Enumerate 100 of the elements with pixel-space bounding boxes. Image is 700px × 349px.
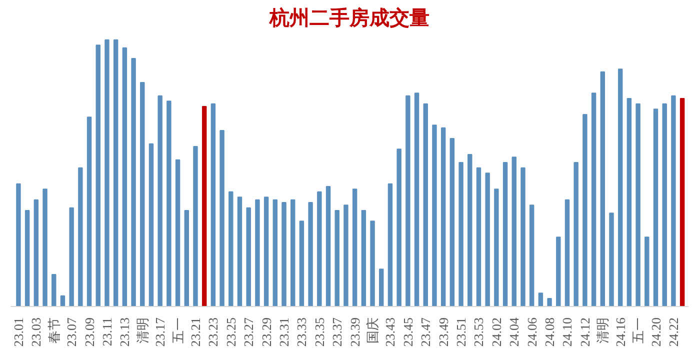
bar xyxy=(272,199,278,306)
bar xyxy=(680,98,685,306)
bar xyxy=(166,100,172,306)
x-tick-label: 24.02 xyxy=(488,318,504,347)
x-tick-label: 23.45 xyxy=(400,318,416,347)
bar xyxy=(396,148,402,306)
x-tick-label: 23.37 xyxy=(330,317,345,347)
x-tick-label: 国庆 xyxy=(365,318,380,344)
bar xyxy=(210,103,216,306)
x-tick-label: 23.53 xyxy=(471,318,486,347)
bar xyxy=(476,167,482,306)
x-tick-label: 23.33 xyxy=(294,318,310,347)
bar xyxy=(52,274,56,306)
x-tick-label: 24.08 xyxy=(542,318,558,347)
bar xyxy=(379,268,384,306)
bar xyxy=(494,188,499,306)
x-tick-label: 五一 xyxy=(630,318,646,344)
x-tick-label: 23.39 xyxy=(347,318,362,347)
x-tick-label: 春节 xyxy=(46,318,62,344)
bar xyxy=(122,47,128,306)
bar xyxy=(78,167,83,306)
bar xyxy=(600,71,605,306)
x-tick-label: 23.23 xyxy=(206,318,221,347)
bar xyxy=(264,196,269,306)
bar xyxy=(193,146,198,306)
bar xyxy=(529,204,534,306)
bar xyxy=(184,210,189,306)
x-tick-label: 24.22 xyxy=(666,318,681,347)
bar xyxy=(255,199,260,306)
bar xyxy=(246,207,251,306)
bar xyxy=(618,68,623,306)
bar xyxy=(564,199,570,306)
chart-title: 杭州二手房成交量 xyxy=(268,6,430,30)
x-tick-label: 24.10 xyxy=(560,318,575,347)
bar xyxy=(574,162,578,306)
bar xyxy=(42,188,48,306)
x-tick-label: 23.01 xyxy=(10,318,26,347)
bar xyxy=(644,236,650,306)
bar xyxy=(458,162,464,306)
bar xyxy=(502,162,508,306)
bar xyxy=(326,186,331,306)
x-tick-label: 23.35 xyxy=(312,318,327,347)
bar xyxy=(86,116,92,306)
bar xyxy=(334,210,340,306)
bar xyxy=(414,92,420,306)
bar xyxy=(582,114,588,306)
bar xyxy=(626,98,632,306)
x-tick-label: 清明 xyxy=(595,318,610,344)
bar xyxy=(24,210,30,306)
bar xyxy=(423,103,428,306)
x-tick-label: 23.11 xyxy=(99,317,114,346)
bar xyxy=(520,167,526,306)
bar xyxy=(653,108,658,306)
bar xyxy=(317,191,322,306)
bar xyxy=(450,138,455,306)
bar xyxy=(69,207,74,306)
x-tick-label: 23.07 xyxy=(64,317,80,347)
bar xyxy=(388,183,393,306)
bar xyxy=(547,298,552,306)
bar xyxy=(556,236,561,306)
bar xyxy=(148,143,154,306)
x-tick-label: 23.21 xyxy=(188,318,203,347)
x-tick-label: 24.04 xyxy=(506,317,522,347)
bar xyxy=(609,212,614,306)
bar xyxy=(282,202,286,306)
bar xyxy=(512,156,516,306)
bar xyxy=(468,154,472,306)
bar xyxy=(671,95,676,306)
bar xyxy=(220,130,224,306)
bar xyxy=(104,39,110,306)
x-tick-label: 24.06 xyxy=(524,317,540,347)
x-tick-label: 24.20 xyxy=(648,318,664,347)
bar xyxy=(591,92,596,306)
bar xyxy=(299,220,304,306)
bar xyxy=(96,44,100,306)
bar xyxy=(432,124,437,306)
bar xyxy=(113,39,118,306)
x-tick-label: 23.51 xyxy=(454,318,469,347)
bar xyxy=(352,188,358,306)
x-tick-label: 23.27 xyxy=(241,317,256,347)
bar xyxy=(538,292,544,306)
x-tick-label: 23.17 xyxy=(152,317,168,347)
bar xyxy=(636,103,640,306)
bar xyxy=(290,199,296,306)
x-tick-label: 23.09 xyxy=(82,318,97,347)
bar xyxy=(308,202,313,306)
bar xyxy=(662,103,667,306)
bar xyxy=(140,82,145,306)
x-tick-label: 23.31 xyxy=(276,318,292,347)
x-tick-label: 24.16 xyxy=(612,317,628,347)
bar xyxy=(485,172,490,306)
x-tick-label: 23.03 xyxy=(28,318,44,347)
x-tick-label: 23.13 xyxy=(117,318,132,347)
bar xyxy=(175,159,180,306)
x-tick-label: 24.12 xyxy=(577,318,592,347)
bar xyxy=(406,95,410,306)
x-tick-label: 23.47 xyxy=(418,317,434,347)
bar xyxy=(370,220,375,306)
bar xyxy=(228,191,234,306)
x-tick-label: 五一 xyxy=(170,318,186,344)
